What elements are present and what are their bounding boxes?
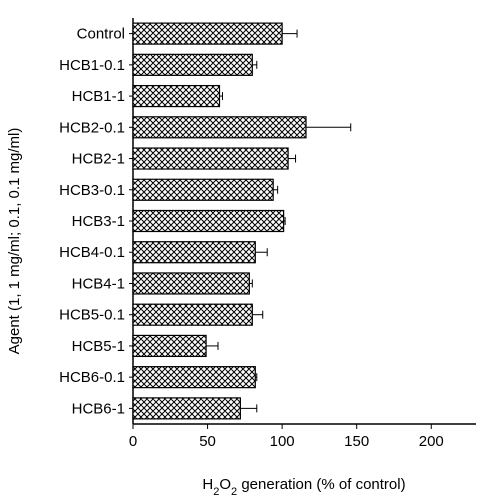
- bar: [132, 241, 256, 264]
- category-label: HCB5-0.1: [59, 307, 125, 324]
- x-axis-title: H2O2 generation (% of control): [202, 476, 405, 498]
- category-label: HCB2-1: [72, 151, 125, 168]
- x-tick-label: 100: [270, 433, 295, 450]
- bar: [132, 334, 207, 358]
- category-label: HCB5-1: [72, 338, 125, 355]
- bar: [132, 147, 289, 170]
- category-label: HCB3-0.1: [59, 182, 125, 199]
- bar: [132, 178, 274, 201]
- x-tick-label: 0: [129, 433, 137, 450]
- x-tick-label: 200: [419, 433, 444, 450]
- bar: [132, 272, 250, 295]
- category-label: HCB3-1: [72, 213, 125, 230]
- y-axis-title: Agent (1, 1 mg/ml; 0.1, 0.1 mg/ml): [6, 128, 23, 355]
- category-label: HCB6-1: [72, 400, 125, 417]
- bar: [132, 303, 253, 326]
- category-label: HCB2-0.1: [59, 119, 125, 136]
- bar: [132, 366, 256, 389]
- bar: [132, 22, 283, 45]
- category-label: HCB4-1: [72, 275, 125, 292]
- x-tick-label: 50: [199, 433, 216, 450]
- bar: [132, 84, 221, 108]
- bar: [132, 116, 307, 139]
- category-label: HCB6-0.1: [59, 369, 125, 386]
- category-label: Control: [77, 26, 125, 43]
- category-label: HCB1-1: [72, 88, 125, 105]
- bar: [132, 397, 241, 420]
- category-label: HCB4-0.1: [59, 244, 125, 261]
- plot-area: Control HCB1-0.1 HCB1-1 HCB2-0.1 HCB2-1 HCB3-…: [59, 18, 476, 450]
- bar: [132, 53, 253, 76]
- category-label: HCB1-0.1: [59, 57, 125, 74]
- x-tick-label: 150: [344, 433, 369, 450]
- bar: [132, 209, 285, 233]
